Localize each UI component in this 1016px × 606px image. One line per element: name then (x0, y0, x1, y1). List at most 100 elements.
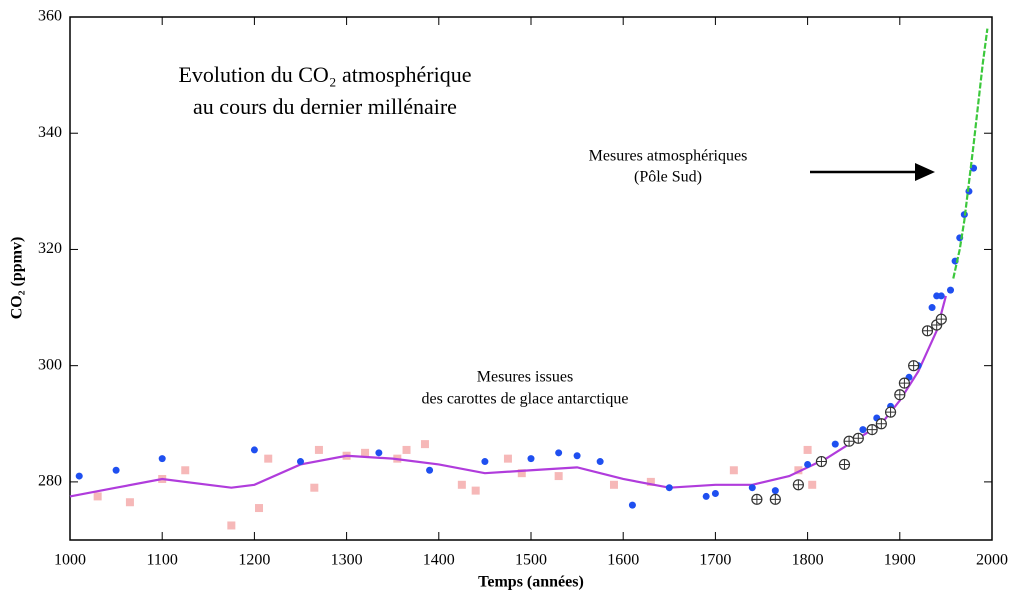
point (875, 418, 887, 430)
point (729, 466, 738, 475)
point (503, 454, 512, 463)
point (884, 406, 897, 418)
point (609, 480, 618, 489)
x-tick-label: 1400 (423, 552, 455, 569)
point (426, 466, 434, 474)
point (158, 455, 166, 463)
x-tick-label: 2000 (976, 552, 1008, 569)
arrow-head (915, 163, 935, 181)
point (481, 458, 489, 466)
y-tick-label: 280 (38, 473, 62, 490)
point (573, 452, 581, 460)
point (748, 484, 756, 492)
x-tick-label: 1900 (884, 552, 916, 569)
point (264, 454, 273, 463)
point (859, 426, 867, 434)
point (628, 501, 636, 509)
point (646, 477, 655, 486)
point (921, 325, 934, 337)
point-cross (894, 389, 905, 400)
point (947, 286, 955, 294)
chart-title: Evolution du CO₂ atmosphérique (178, 62, 471, 87)
x-tick-label: 1700 (699, 552, 731, 569)
point (808, 480, 817, 489)
point (838, 458, 851, 471)
point (125, 498, 134, 507)
point (815, 455, 828, 468)
point (517, 469, 526, 478)
point (361, 448, 370, 457)
point (831, 440, 839, 448)
point (711, 490, 719, 498)
point-cross (844, 436, 855, 447)
point-cross (876, 418, 887, 429)
point (471, 486, 480, 495)
point (457, 480, 466, 489)
point (297, 458, 304, 466)
point (93, 492, 102, 501)
point (702, 492, 710, 500)
point (402, 445, 411, 454)
point (181, 466, 190, 475)
x-tick-label: 1600 (607, 552, 639, 569)
point (250, 446, 258, 454)
y-tick-label: 340 (38, 124, 62, 141)
x-tick-label: 1500 (515, 552, 547, 569)
point (112, 466, 120, 474)
point (769, 493, 781, 505)
point-cross (853, 433, 864, 444)
point (555, 449, 563, 457)
point (803, 445, 812, 454)
point (75, 472, 83, 480)
point (596, 458, 604, 466)
annotation: (Pôle Sud) (634, 169, 702, 186)
point (314, 445, 323, 454)
point (255, 504, 264, 513)
point (375, 449, 383, 457)
y-tick-label: 360 (38, 8, 62, 25)
point-cross (922, 325, 933, 336)
point (751, 493, 763, 505)
point (843, 435, 855, 447)
y-axis-label: CO₂ (ppmv) (9, 237, 26, 320)
point (928, 304, 936, 312)
y-tick-label: 300 (38, 356, 62, 373)
point (527, 455, 535, 463)
point (852, 432, 864, 444)
point-cross (867, 424, 878, 435)
point (898, 377, 911, 389)
line (952, 28, 989, 279)
x-tick-label: 1300 (331, 552, 363, 569)
x-axis-label: Temps (années) (478, 574, 584, 591)
point-cross (899, 378, 910, 389)
point-cross (793, 479, 804, 490)
annotation: des carottes de glace antarctique (422, 391, 629, 408)
point (771, 487, 779, 495)
point (420, 440, 429, 449)
x-tick-label: 1200 (238, 552, 270, 569)
point-cross (885, 407, 896, 418)
point (794, 466, 803, 475)
point (908, 360, 920, 372)
annotation: Mesures atmosphériques (589, 148, 748, 165)
point (935, 313, 947, 325)
x-tick-label: 1800 (792, 552, 824, 569)
point (937, 292, 945, 300)
point-cross (770, 494, 781, 505)
chart-title: au cours du dernier millénaire (193, 94, 457, 119)
point-cross (839, 459, 850, 470)
point (792, 479, 804, 491)
point (866, 423, 878, 436)
x-tick-label: 1100 (146, 552, 177, 569)
point-cross (751, 494, 762, 505)
annotation: Mesures issues (477, 369, 573, 386)
point (227, 521, 236, 530)
point-cross (816, 456, 827, 467)
y-tick-label: 320 (38, 240, 62, 257)
point-cross (908, 360, 919, 371)
point (310, 483, 319, 492)
x-tick-label: 1000 (54, 552, 86, 569)
point (554, 472, 563, 481)
